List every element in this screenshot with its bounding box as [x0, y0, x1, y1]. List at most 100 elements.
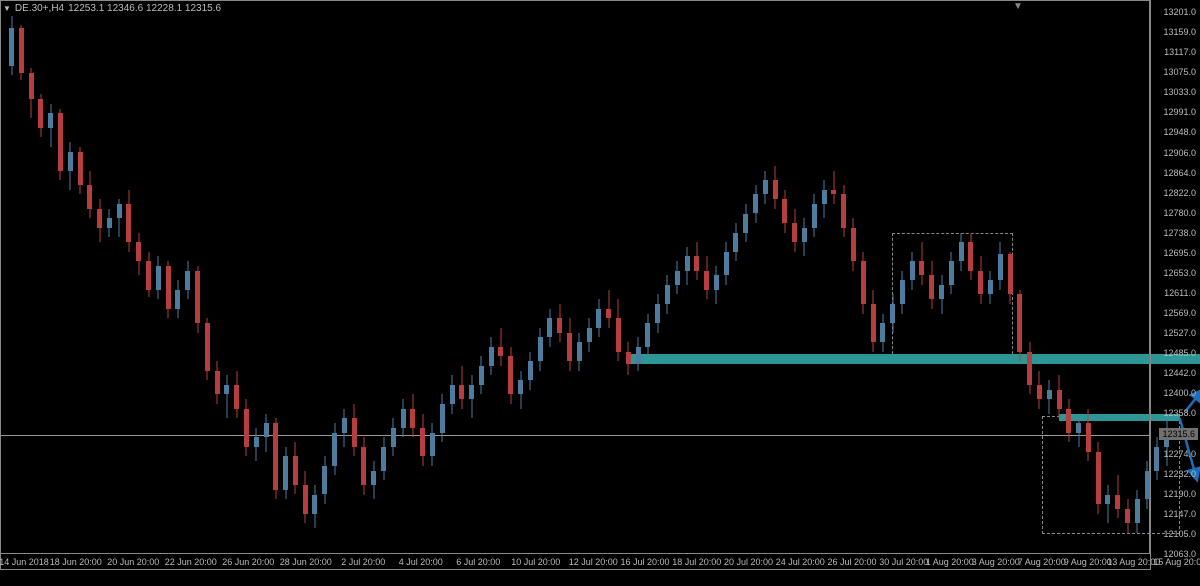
- candlestick: [939, 275, 944, 313]
- candlestick: [596, 299, 601, 337]
- candlestick: [694, 242, 699, 280]
- candlestick: [567, 318, 572, 370]
- candlestick: [1066, 399, 1071, 442]
- candlestick: [48, 104, 53, 147]
- support-resistance-zone: [628, 354, 1200, 364]
- candlestick: [959, 233, 964, 271]
- candlestick: [538, 328, 543, 371]
- candlestick: [479, 356, 484, 394]
- y-tick-label: 12232.0: [1163, 469, 1196, 479]
- x-tick-label: 1 Aug 20:00: [926, 557, 974, 567]
- candlestick: [361, 437, 366, 494]
- x-tick-label: 30 Jul 20:00: [879, 557, 928, 567]
- candlestick: [645, 314, 650, 357]
- candlestick: [1037, 371, 1042, 409]
- candlestick: [773, 166, 778, 209]
- candlestick: [489, 337, 494, 375]
- y-tick-label: 12569.0: [1163, 308, 1196, 318]
- candlestick: [78, 147, 83, 195]
- y-tick-label: 12695.0: [1163, 248, 1196, 258]
- candlestick: [381, 437, 386, 480]
- candlestick: [929, 261, 934, 309]
- y-tick-label: 13117.0: [1164, 47, 1196, 57]
- y-tick-label: 13159.0: [1163, 27, 1196, 37]
- candlestick: [1096, 442, 1101, 513]
- candlestick: [185, 261, 190, 299]
- candlestick: [1076, 414, 1081, 447]
- candlestick: [205, 318, 210, 380]
- candlestick: [792, 209, 797, 252]
- candlestick: [528, 352, 533, 390]
- candlestick: [606, 290, 611, 328]
- candlestick: [841, 185, 846, 237]
- candlestick: [704, 256, 709, 299]
- candlestick: [195, 266, 200, 333]
- candlestick: [1027, 342, 1032, 394]
- candlestick: [254, 428, 259, 461]
- candlestick: [802, 218, 807, 256]
- x-tick-label: 4 Jul 20:00: [399, 557, 443, 567]
- candlestick: [136, 233, 141, 276]
- y-tick-label: 12358.0: [1163, 408, 1196, 418]
- y-tick-label: 12653.0: [1163, 268, 1196, 278]
- candlestick: [978, 256, 983, 304]
- candlestick: [557, 304, 562, 342]
- candlestick: [244, 399, 249, 456]
- y-tick-label: 12063.0: [1163, 549, 1196, 559]
- candlestick: [303, 471, 308, 523]
- candlestick: [675, 261, 680, 294]
- y-tick-label: 12442.0: [1163, 368, 1196, 378]
- candlestick: [919, 242, 924, 285]
- candlestick: [1047, 380, 1052, 413]
- candlestick: [724, 242, 729, 285]
- candlestick: [587, 318, 592, 351]
- y-tick-label: 12906.0: [1163, 148, 1196, 158]
- candlestick: [655, 294, 660, 332]
- candlestick: [273, 418, 278, 499]
- candlestick: [733, 223, 738, 261]
- candlestick: [880, 314, 885, 352]
- candlestick: [410, 394, 415, 437]
- candlestick: [998, 242, 1003, 290]
- x-tick-label: 14 Jun 2018: [0, 557, 49, 567]
- candlestick: [1115, 475, 1120, 518]
- y-tick-label: 12274.0: [1163, 449, 1196, 459]
- x-tick-label: 2 Jul 20:00: [341, 557, 385, 567]
- plot-area[interactable]: 12475.012350.0: [1, 13, 1151, 555]
- candlestick: [293, 442, 298, 494]
- candlestick: [900, 271, 905, 314]
- chart-container[interactable]: ▼ DE.30+,H4 12253.1 12346.6 12228.1 1231…: [0, 0, 1150, 570]
- y-axis: 13201.013159.013117.013075.013033.012991…: [1150, 0, 1200, 570]
- y-tick-label: 12948.0: [1163, 127, 1196, 137]
- candlestick: [518, 371, 523, 409]
- x-tick-label: 18 Jun 20:00: [50, 557, 102, 567]
- y-tick-label: 13033.0: [1163, 87, 1196, 97]
- candlestick: [234, 371, 239, 419]
- candlestick: [685, 247, 690, 285]
- candlestick: [910, 252, 915, 290]
- candlestick: [890, 294, 895, 332]
- y-tick-label: 12991.0: [1163, 107, 1196, 117]
- y-tick-label: 12400.0: [1163, 388, 1196, 398]
- candlestick: [68, 142, 73, 190]
- y-tick-label: 12190.0: [1163, 489, 1196, 499]
- candlestick: [175, 280, 180, 318]
- candlestick: [352, 404, 357, 456]
- candlestick: [1105, 485, 1110, 523]
- candlestick: [126, 190, 131, 252]
- candlestick: [547, 309, 552, 347]
- x-tick-label: 3 Aug 20:00: [972, 557, 1020, 567]
- candlestick: [215, 361, 220, 404]
- candlestick: [831, 171, 836, 204]
- candlestick: [9, 16, 14, 76]
- dropdown-icon[interactable]: ▼: [3, 4, 11, 13]
- candlestick: [156, 256, 161, 299]
- x-tick-label: 26 Jun 20:00: [222, 557, 274, 567]
- candlestick: [1008, 252, 1013, 304]
- y-tick-label: 12780.0: [1163, 208, 1196, 218]
- candlestick: [968, 233, 973, 281]
- candlestick: [19, 25, 24, 80]
- candlestick: [459, 366, 464, 409]
- candlestick: [430, 423, 435, 466]
- y-tick-label: 12147.0: [1163, 509, 1196, 519]
